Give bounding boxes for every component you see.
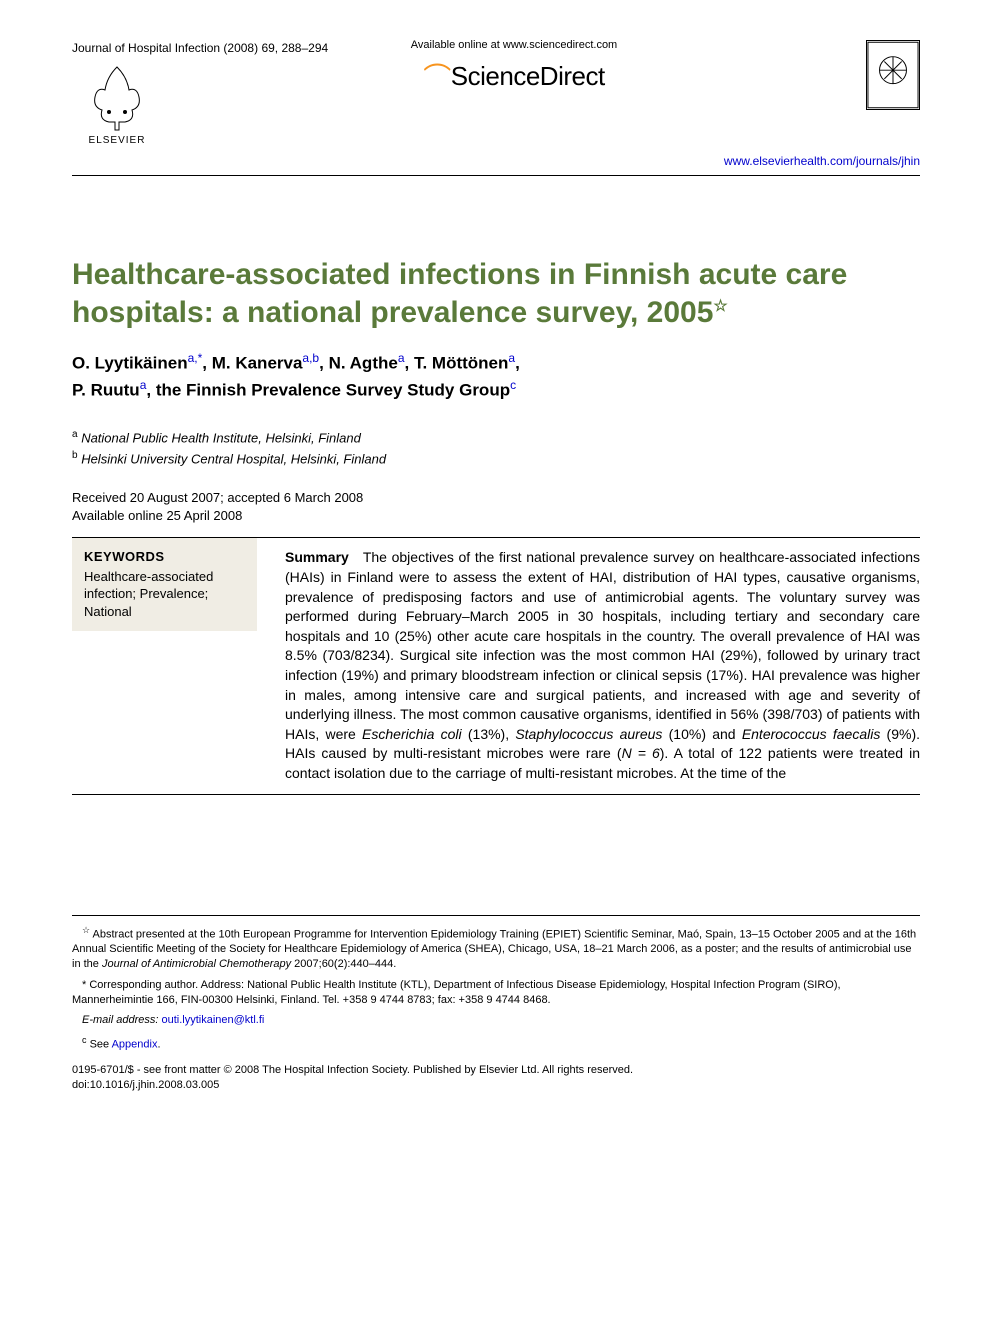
abstract-block: KEYWORDS Healthcare-associated infection… <box>72 537 920 794</box>
pct-2: (10%) and <box>662 726 741 742</box>
email-label: E-mail address: <box>82 1014 161 1026</box>
author-1-affil[interactable]: a,* <box>188 351 203 365</box>
affiliation-a: a National Public Health Institute, Hels… <box>72 427 920 448</box>
affiliation-b-text: Helsinki University Central Hospital, He… <box>81 452 386 467</box>
article-page: Journal of Hospital Infection (2008) 69,… <box>0 0 992 1124</box>
author-5: P. Ruutu <box>72 381 140 400</box>
footnote-corresponding: * Corresponding author. Address: Nationa… <box>72 978 920 1008</box>
author-5-affil[interactable]: a <box>140 378 147 392</box>
footnote-c: c See Appendix. <box>72 1034 920 1053</box>
article-dates: Received 20 August 2007; accepted 6 Marc… <box>72 489 920 525</box>
organism-2: Staphylococcus aureus <box>515 726 662 742</box>
footnote-corresponding-text: Corresponding author. Address: National … <box>72 979 841 1006</box>
footnote-star-tail: 2007;60(2):440–444. <box>291 958 396 970</box>
sciencedirect-label: ScienceDirect <box>451 61 605 91</box>
journal-link-row: www.elsevierhealth.com/journals/jhin <box>72 152 920 170</box>
author-4: T. Möttönen <box>414 354 508 373</box>
journal-ref: Journal of Hospital Infection (2008) 69,… <box>72 40 328 56</box>
footnote-email: E-mail address: outi.lyytikainen@ktl.fi <box>72 1013 920 1028</box>
summary-body-1: The objectives of the first national pre… <box>285 549 920 741</box>
journal-link[interactable]: www.elsevierhealth.com/journals/jhin <box>724 154 920 168</box>
n-equals: N = 6 <box>622 745 660 761</box>
author-4-affil[interactable]: a <box>508 351 515 365</box>
doi-line: doi:10.1016/j.jhin.2008.03.005 <box>72 1078 920 1093</box>
author-group: the Finnish Prevalence Survey Study Grou… <box>156 381 510 400</box>
organism-1: Escherichia coli <box>362 726 462 742</box>
title-text: Healthcare-associated infections in Finn… <box>72 258 847 329</box>
author-2: M. Kanerva <box>212 354 303 373</box>
author-3: N. Agthe <box>329 354 398 373</box>
elsevier-label: ELSEVIER <box>89 134 146 148</box>
copyright-block: 0195-6701/$ - see front matter © 2008 Th… <box>72 1063 920 1094</box>
journal-logo-block <box>866 40 920 110</box>
journal-cover-icon <box>866 40 920 110</box>
sciencedirect-swoosh-icon: ⌒ <box>423 62 451 93</box>
affiliation-a-text: National Public Health Institute, Helsin… <box>81 431 361 446</box>
keywords-text: Healthcare-associated infection; Prevale… <box>84 568 245 621</box>
footnote-star-journal: Journal of Antimicrobial Chemotherapy <box>102 958 291 970</box>
footnote-star: ☆ Abstract presented at the 10th Europea… <box>72 924 920 972</box>
author-1: O. Lyytikäinen <box>72 354 188 373</box>
header-divider <box>72 175 920 176</box>
author-3-affil[interactable]: a <box>398 351 405 365</box>
footnote-c-tail: . <box>157 1039 160 1051</box>
summary-heading: Summary <box>285 549 349 565</box>
authors-block: O. Lyytikäinena,*, M. Kanervaa,b, N. Agt… <box>72 349 920 403</box>
elsevier-logo-block: Journal of Hospital Infection (2008) 69,… <box>72 40 162 148</box>
elsevier-tree-icon <box>87 62 147 132</box>
pct-1: (13%), <box>462 726 516 742</box>
copyright-line-1: 0195-6701/$ - see front matter © 2008 Th… <box>72 1063 920 1078</box>
sciencedirect-logo: ⌒ScienceDirect <box>162 59 866 97</box>
available-online-date: Available online 25 April 2008 <box>72 507 920 525</box>
keywords-column: KEYWORDS Healthcare-associated infection… <box>72 538 257 630</box>
header-row: Journal of Hospital Infection (2008) 69,… <box>72 40 920 148</box>
keywords-heading: KEYWORDS <box>84 548 245 566</box>
received-accepted-date: Received 20 August 2007; accepted 6 Marc… <box>72 489 920 507</box>
footnotes-block: ☆ Abstract presented at the 10th Europea… <box>72 915 920 1053</box>
affiliations-block: a National Public Health Institute, Hels… <box>72 427 920 469</box>
footnote-c-text: See <box>90 1039 112 1051</box>
appendix-link[interactable]: Appendix <box>112 1039 158 1051</box>
organism-3: Enterococcus faecalis <box>742 726 881 742</box>
summary-column: Summary The objectives of the first nati… <box>285 538 920 793</box>
author-2-affil[interactable]: a,b <box>302 351 319 365</box>
author-group-affil[interactable]: c <box>510 378 516 392</box>
title-footnote-marker: ☆ <box>713 298 727 315</box>
article-title: Healthcare-associated infections in Finn… <box>72 256 920 331</box>
email-link[interactable]: outi.lyytikainen@ktl.fi <box>161 1014 264 1026</box>
affiliation-b: b Helsinki University Central Hospital, … <box>72 448 920 469</box>
